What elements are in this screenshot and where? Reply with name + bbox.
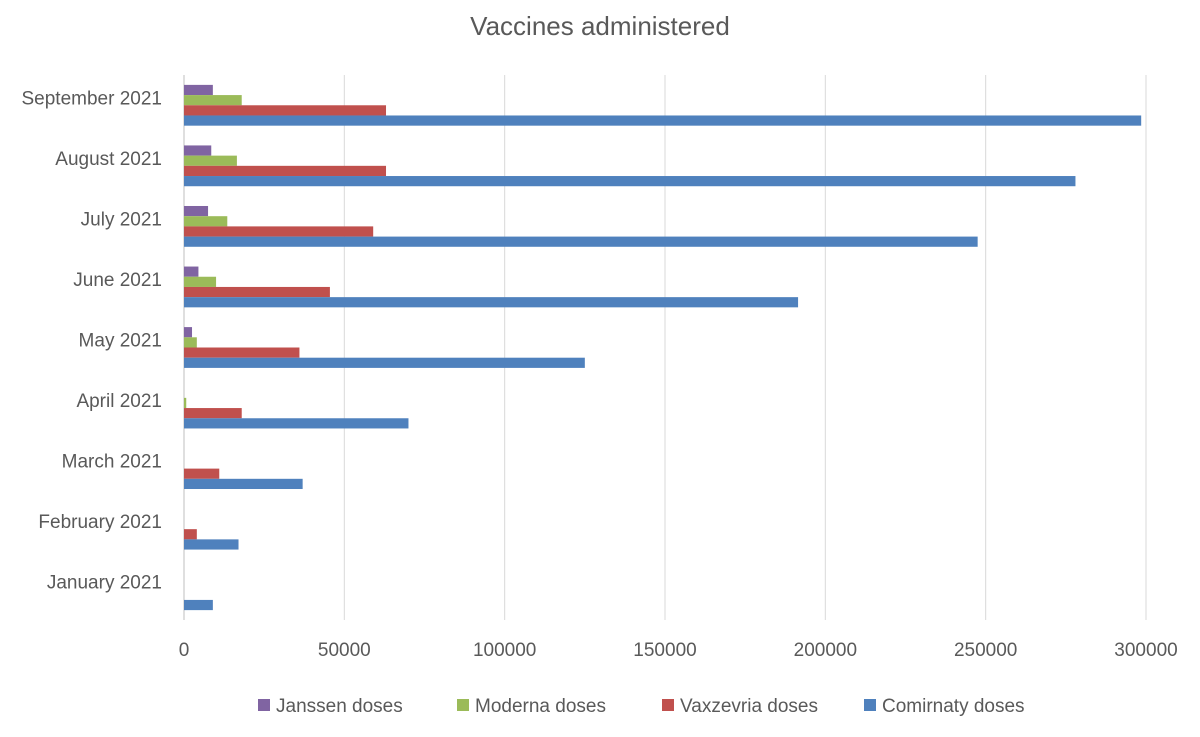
legend-swatch <box>864 699 876 711</box>
bar <box>184 418 409 429</box>
x-tick-label: 300000 <box>1114 640 1177 661</box>
bar <box>184 478 303 490</box>
category-label: September 2021 <box>22 88 163 109</box>
bar <box>184 539 239 550</box>
category-label: January 2021 <box>47 573 162 594</box>
bar <box>184 599 213 611</box>
x-tick-label: 50000 <box>318 640 371 661</box>
bar <box>184 347 300 358</box>
bar <box>184 226 374 237</box>
bar <box>184 236 978 247</box>
bar <box>184 165 387 177</box>
bar <box>184 529 197 540</box>
legend-label: Moderna doses <box>475 696 606 717</box>
bar <box>184 266 199 277</box>
bar <box>184 205 209 217</box>
category-label: May 2021 <box>79 331 162 352</box>
legend-swatch <box>258 699 270 711</box>
chart-title: Vaccines administered <box>470 11 730 41</box>
x-tick-label: 200000 <box>794 640 857 661</box>
x-tick-label: 100000 <box>473 640 536 661</box>
x-tick-label: 0 <box>179 640 190 661</box>
bar <box>184 327 193 338</box>
bar <box>184 216 228 227</box>
bar <box>184 276 217 287</box>
bar <box>184 145 212 156</box>
category-labels: January 2021 February 2021 March 2021 April… <box>22 88 163 593</box>
bar <box>184 286 330 298</box>
bar <box>184 95 242 106</box>
category-label: February 2021 <box>38 512 162 533</box>
x-tick-label: 150000 <box>633 640 696 661</box>
bar <box>184 408 242 419</box>
legend-swatch <box>662 699 674 711</box>
category-label: August 2021 <box>55 149 162 170</box>
bar <box>184 105 387 116</box>
bar <box>184 468 220 479</box>
legend-label: Vaxzevria doses <box>680 696 818 717</box>
bars <box>184 84 1142 611</box>
bar <box>184 397 187 409</box>
x-tick-label: 250000 <box>954 640 1017 661</box>
legend-swatch <box>457 699 469 711</box>
x-tick-labels: 0 50000 100000 150000 200000 250000 300000 <box>179 640 1178 661</box>
category-label: June 2021 <box>73 270 162 291</box>
category-label: March 2021 <box>62 452 162 473</box>
bar <box>184 176 1076 187</box>
bar <box>184 155 237 166</box>
legend-label: Comirnaty doses <box>882 696 1025 717</box>
legend: Janssen doses Moderna doses Vaxzevria dose… <box>258 696 1025 717</box>
bar <box>184 84 213 96</box>
bar <box>184 357 585 368</box>
bar <box>184 337 197 348</box>
category-label: July 2021 <box>81 209 162 230</box>
legend-label: Janssen doses <box>276 696 403 717</box>
gridlines <box>183 75 1147 620</box>
bar <box>184 297 799 308</box>
bar <box>184 115 1142 126</box>
category-label: April 2021 <box>76 391 162 412</box>
